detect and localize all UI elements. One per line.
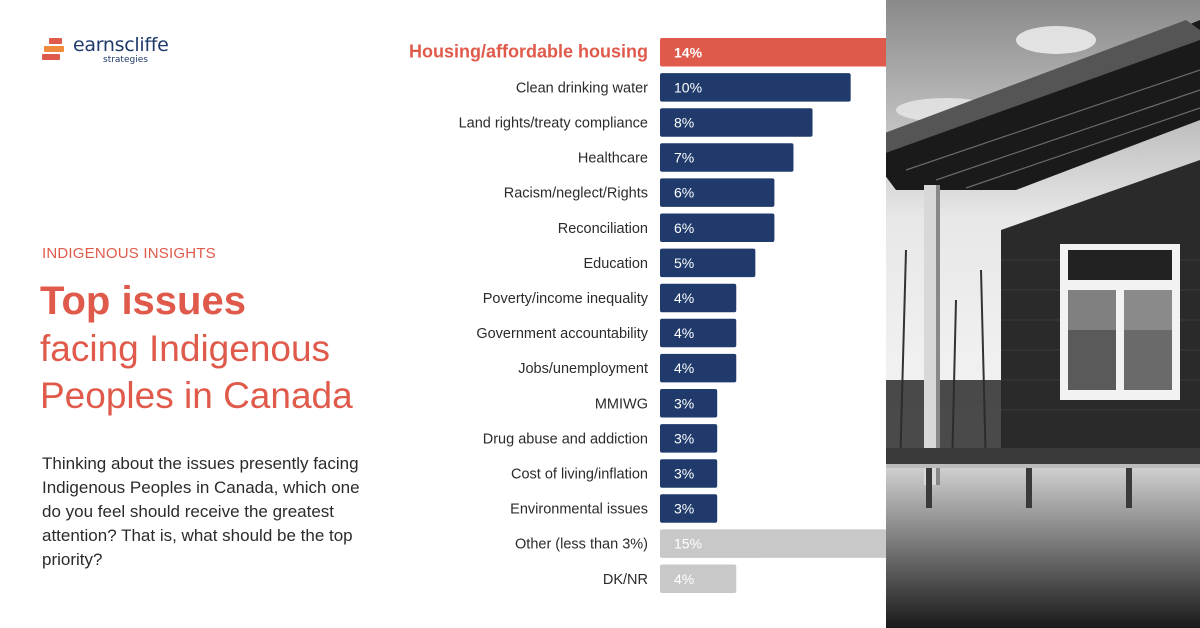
value-label-poverty-income-inequality: 4% bbox=[674, 290, 694, 306]
category-label-other-less-than-3: Other (less than 3%) bbox=[515, 537, 648, 553]
category-label-reconciliation: Reconciliation bbox=[558, 221, 648, 237]
bar-land-rights-treaty-compliance bbox=[660, 108, 813, 137]
value-label-racism-neglect-rights: 6% bbox=[674, 185, 694, 201]
value-label-mmiwg: 3% bbox=[674, 395, 694, 411]
value-label-reconciliation: 6% bbox=[674, 220, 694, 236]
bar-cost-of-living-inflation bbox=[660, 459, 718, 488]
page-title: Top issues facing Indigenous Peoples in … bbox=[40, 278, 353, 419]
brand-tagline: strategies bbox=[103, 55, 148, 65]
value-label-government-accountability: 4% bbox=[674, 325, 694, 341]
category-label-clean-drinking-water: Clean drinking water bbox=[516, 80, 648, 96]
title-line-2: facing Indigenous bbox=[40, 328, 331, 369]
bar-reconciliation bbox=[660, 213, 775, 242]
bar-jobs-unemployment bbox=[660, 353, 737, 383]
value-label-housing-affordable-housing: 14% bbox=[674, 44, 703, 60]
brand-name: earnscliffe bbox=[73, 34, 169, 56]
logo-mark-icon bbox=[42, 36, 68, 66]
category-label-poverty-income-inequality: Poverty/income inequality bbox=[483, 291, 649, 307]
survey-question: Thinking about the issues presently faci… bbox=[42, 454, 360, 569]
category-label-housing-affordable-housing: Housing/affordable housing bbox=[409, 41, 648, 61]
bar-clean-drinking-water bbox=[660, 73, 851, 102]
category-label-education: Education bbox=[584, 256, 649, 272]
category-label-cost-of-living-inflation: Cost of living/inflation bbox=[511, 466, 648, 482]
bar-environmental-issues bbox=[660, 494, 718, 523]
bar-housing-affordable-housing bbox=[660, 38, 927, 67]
value-label-education: 5% bbox=[674, 255, 694, 271]
category-label-mmiwg: MMIWG bbox=[595, 396, 648, 412]
value-label-drug-abuse-and-addiction: 3% bbox=[674, 430, 694, 446]
bar-poverty-income-inequality bbox=[660, 283, 737, 313]
bar-other-less-than-3 bbox=[660, 529, 946, 558]
bar-government-accountability bbox=[660, 318, 737, 348]
value-label-cost-of-living-inflation: 3% bbox=[674, 465, 694, 481]
bar-racism-neglect-rights bbox=[660, 178, 775, 207]
category-label-jobs-unemployment: Jobs/unemployment bbox=[518, 361, 648, 377]
category-label-drug-abuse-and-addiction: Drug abuse and addiction bbox=[483, 431, 648, 447]
title-line-3: Peoples in Canada bbox=[40, 375, 353, 416]
category-label-government-accountability: Government accountability bbox=[476, 326, 648, 342]
house-photo bbox=[886, 0, 1200, 628]
value-label-clean-drinking-water: 10% bbox=[674, 79, 702, 95]
category-label-land-rights-treaty-compliance: Land rights/treaty compliance bbox=[459, 115, 648, 131]
value-label-healthcare: 7% bbox=[674, 150, 694, 166]
value-label-environmental-issues: 3% bbox=[674, 501, 694, 517]
title-bold-line: Top issues bbox=[40, 279, 246, 323]
bar-drug-abuse-and-addiction bbox=[660, 424, 718, 453]
value-label-land-rights-treaty-compliance: 8% bbox=[674, 114, 694, 130]
category-label-dk-nr: DK/NR bbox=[603, 572, 648, 588]
category-label-racism-neglect-rights: Racism/neglect/Rights bbox=[504, 186, 648, 202]
eyebrow-label: INDIGENOUS INSIGHTS bbox=[42, 245, 216, 262]
brand-logo: earnscliffe strategies bbox=[42, 36, 169, 66]
value-label-jobs-unemployment: 4% bbox=[674, 360, 694, 376]
bar-healthcare bbox=[660, 143, 794, 172]
bar-dk-nr bbox=[660, 564, 737, 593]
bar-education bbox=[660, 248, 756, 278]
category-label-environmental-issues: Environmental issues bbox=[510, 502, 648, 518]
value-label-dk-nr: 4% bbox=[674, 571, 694, 587]
value-label-other-less-than-3: 15% bbox=[674, 536, 702, 552]
bar-mmiwg bbox=[660, 389, 718, 418]
category-label-healthcare: Healthcare bbox=[578, 151, 648, 167]
